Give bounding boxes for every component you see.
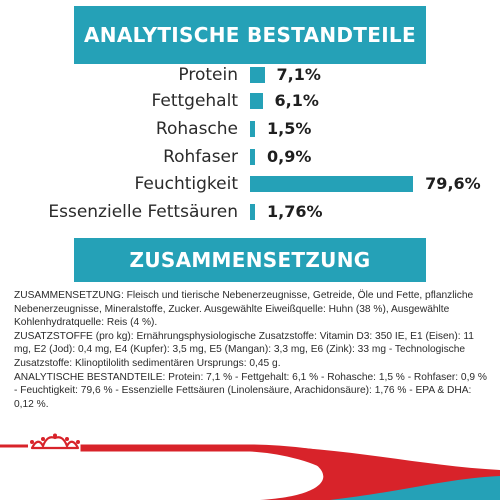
analysis-row-feuchtigkeit: Feuchtigkeit 79,6% bbox=[0, 171, 500, 197]
row-label: Rohfaser bbox=[163, 147, 238, 167]
row-bar bbox=[250, 121, 255, 137]
row-value: 79,6% bbox=[425, 174, 481, 193]
analysis-paragraph: ANALYTISCHE BESTANDTEILE: Protein: 7,1 %… bbox=[14, 371, 487, 410]
row-bar bbox=[250, 67, 265, 83]
crown-icon bbox=[30, 433, 80, 450]
row-value: 6,1% bbox=[274, 91, 319, 110]
footer-art bbox=[0, 433, 500, 500]
analysis-title: ANALYTISCHE BESTANDTEILE bbox=[74, 6, 426, 64]
composition-title: ZUSAMMENSETZUNG bbox=[74, 238, 426, 282]
row-bar bbox=[250, 93, 263, 109]
composition-title-text: ZUSAMMENSETZUNG bbox=[129, 248, 371, 272]
row-value: 7,1% bbox=[276, 65, 321, 84]
row-label: Fettgehalt bbox=[151, 91, 238, 111]
row-value: 0,9% bbox=[267, 147, 312, 166]
analysis-row-fettsaeuren: Essenzielle Fettsäuren 1,76% bbox=[0, 199, 500, 225]
row-label: Protein bbox=[178, 65, 238, 85]
analysis-row-fettgehalt: Fettgehalt 6,1% bbox=[0, 88, 500, 114]
row-bar bbox=[250, 149, 255, 165]
composition-text: ZUSAMMENSETZUNG: Fleisch und tierische N… bbox=[14, 289, 488, 411]
row-label: Rohasche bbox=[155, 119, 238, 139]
analysis-row-rohfaser: Rohfaser 0,9% bbox=[0, 144, 500, 170]
row-value: 1,76% bbox=[267, 202, 323, 221]
row-bar bbox=[250, 176, 414, 192]
row-label: Feuchtigkeit bbox=[134, 174, 238, 194]
row-label: Essenzielle Fettsäuren bbox=[48, 202, 238, 222]
additives-paragraph: ZUSATZSTOFFE (pro kg): Ernährungsphysiol… bbox=[14, 330, 474, 369]
analysis-row-rohasche: Rohasche 1,5% bbox=[0, 116, 500, 142]
analysis-row-protein: Protein 7,1% bbox=[0, 62, 500, 88]
row-bar bbox=[250, 204, 255, 220]
footer bbox=[0, 432, 500, 500]
composition-paragraph: ZUSAMMENSETZUNG: Fleisch und tierische N… bbox=[14, 290, 474, 329]
footer-blue-wave bbox=[330, 476, 500, 500]
analysis-title-text: ANALYTISCHE BESTANDTEILE bbox=[84, 23, 416, 47]
row-value: 1,5% bbox=[267, 119, 312, 138]
